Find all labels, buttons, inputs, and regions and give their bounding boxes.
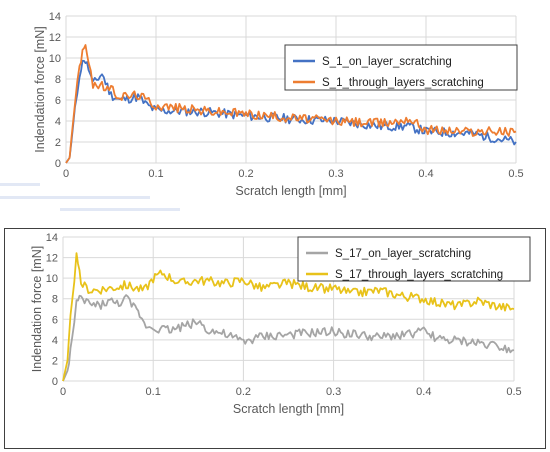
legend-label: S_1_on_layer_scratching [322, 56, 452, 68]
x-tick-label: 0.2 [238, 168, 253, 180]
chart-panel-bottom: 0 0.1 0.2 0.3 0.4 0.5 0 2 4 6 8 10 12 14 Scratch lengt… [4, 228, 546, 449]
y-axis-title: Indendation force [mN] [30, 246, 44, 372]
series-line [65, 44, 517, 164]
x-tick-label: 0.5 [508, 168, 523, 180]
y-tick-label: 2 [55, 137, 61, 149]
x-tick-label: 0.3 [326, 386, 341, 398]
y-tick-label: 14 [46, 232, 58, 244]
x-axis-title: Scratch length [mm] [233, 402, 344, 416]
legend-box [297, 236, 531, 282]
x-tick-label: 0 [60, 386, 66, 398]
chart-panel-top: 0 0.1 0.2 0.3 0.4 0.5 0 2 4 6 8 10 12 14 Scratch lengt… [0, 0, 550, 218]
scan-artifact [0, 183, 40, 186]
scan-artifact [0, 196, 150, 199]
y-tick-label: 10 [49, 53, 61, 65]
y-tick-label: 12 [46, 253, 58, 265]
y-tick-label: 8 [55, 74, 61, 86]
y-tick-label: 4 [55, 116, 61, 128]
y-tick-label: 0 [55, 158, 61, 170]
x-tick-label: 0.1 [146, 386, 161, 398]
chart-bottom: 0 0.1 0.2 0.3 0.4 0.5 0 2 4 6 8 10 12 14 Scratch lengt… [30, 232, 531, 416]
legend-box [284, 44, 518, 91]
y-axis-title: Indendation force [mN] [33, 26, 47, 152]
y-tick-label: 4 [52, 335, 58, 347]
scan-artifact [60, 208, 180, 211]
legend-label: S_1_through_layers_scratching [322, 77, 484, 89]
series-line [62, 252, 515, 382]
x-tick-label: 0.1 [148, 168, 163, 180]
y-tick-label: 8 [52, 294, 58, 306]
series-line [62, 294, 515, 382]
y-tick-label: 10 [46, 273, 58, 285]
x-tick-label: 0.5 [506, 386, 521, 398]
x-tick-label: 0.4 [416, 386, 431, 398]
x-tick-label: 0.2 [236, 386, 251, 398]
x-tick-label: 0 [63, 168, 69, 180]
y-tick-label: 6 [52, 314, 58, 326]
y-tick-label: 12 [49, 32, 61, 44]
x-axis-title: Scratch length [mm] [235, 184, 346, 198]
y-tick-label: 6 [55, 95, 61, 107]
legend-label: S_17_on_layer_scratching [335, 248, 471, 260]
x-tick-label: 0.3 [328, 168, 343, 180]
legend-label: S_17_through_layers_scratching [335, 269, 503, 281]
y-tick-label: 14 [49, 11, 61, 23]
y-tick-label: 2 [52, 355, 58, 367]
y-tick-label: 0 [52, 376, 58, 388]
x-tick-label: 0.4 [418, 168, 433, 180]
chart-top: 0 0.1 0.2 0.3 0.4 0.5 0 2 4 6 8 10 12 14 Scratch lengt… [33, 11, 524, 198]
